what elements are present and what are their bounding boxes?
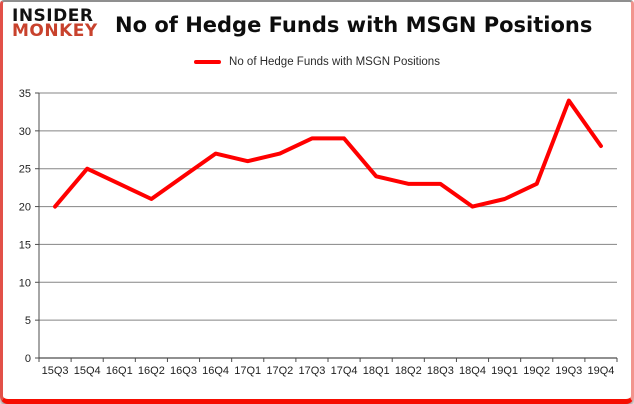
- plot-area: 0 5 10 15 20 25 30 35 15Q3 15Q4 16Q1 16Q2 16Q3 16Q4 17…: [3, 80, 631, 399]
- svg-text:17Q1: 17Q1: [234, 365, 261, 377]
- svg-text:16Q3: 16Q3: [170, 365, 197, 377]
- logo-text-monkey: MONKEY: [12, 21, 98, 41]
- svg-text:20: 20: [19, 202, 31, 214]
- legend-line-swatch: [194, 60, 222, 64]
- svg-text:15Q4: 15Q4: [74, 365, 101, 377]
- legend-series-label: No of Hedge Funds with MSGN Positions: [229, 56, 440, 68]
- svg-text:18Q3: 18Q3: [427, 365, 454, 377]
- svg-text:5: 5: [25, 315, 31, 327]
- chart-title: No of Hedge Funds with MSGN Positions: [115, 13, 593, 37]
- svg-text:18Q2: 18Q2: [395, 365, 422, 377]
- insider-monkey-logo: INSIDER MONKEY: [12, 6, 98, 41]
- svg-text:17Q2: 17Q2: [266, 365, 293, 377]
- svg-text:25: 25: [19, 164, 31, 176]
- svg-text:17Q4: 17Q4: [331, 365, 358, 377]
- svg-text:15Q3: 15Q3: [42, 365, 69, 377]
- svg-text:30: 30: [19, 126, 31, 138]
- svg-text:16Q4: 16Q4: [202, 365, 229, 377]
- svg-text:19Q3: 19Q3: [555, 365, 582, 377]
- svg-text:35: 35: [19, 88, 31, 100]
- svg-text:16Q1: 16Q1: [106, 365, 133, 377]
- svg-text:10: 10: [19, 277, 31, 289]
- svg-text:18Q1: 18Q1: [363, 365, 390, 377]
- svg-text:0: 0: [25, 353, 31, 365]
- svg-text:18Q4: 18Q4: [459, 365, 486, 377]
- svg-text:19Q4: 19Q4: [587, 365, 614, 377]
- svg-text:19Q1: 19Q1: [491, 365, 518, 377]
- chart-legend: No of Hedge Funds with MSGN Positions: [3, 56, 631, 68]
- logo-text-insider: INSIDER: [12, 6, 94, 26]
- line-chart: 0 5 10 15 20 25 30 35 15Q3 15Q4 16Q1 16Q2 16Q3 16Q4 17…: [19, 88, 618, 377]
- svg-text:17Q3: 17Q3: [298, 365, 325, 377]
- svg-text:16Q2: 16Q2: [138, 365, 165, 377]
- svg-text:15: 15: [19, 239, 31, 251]
- svg-text:19Q2: 19Q2: [523, 365, 550, 377]
